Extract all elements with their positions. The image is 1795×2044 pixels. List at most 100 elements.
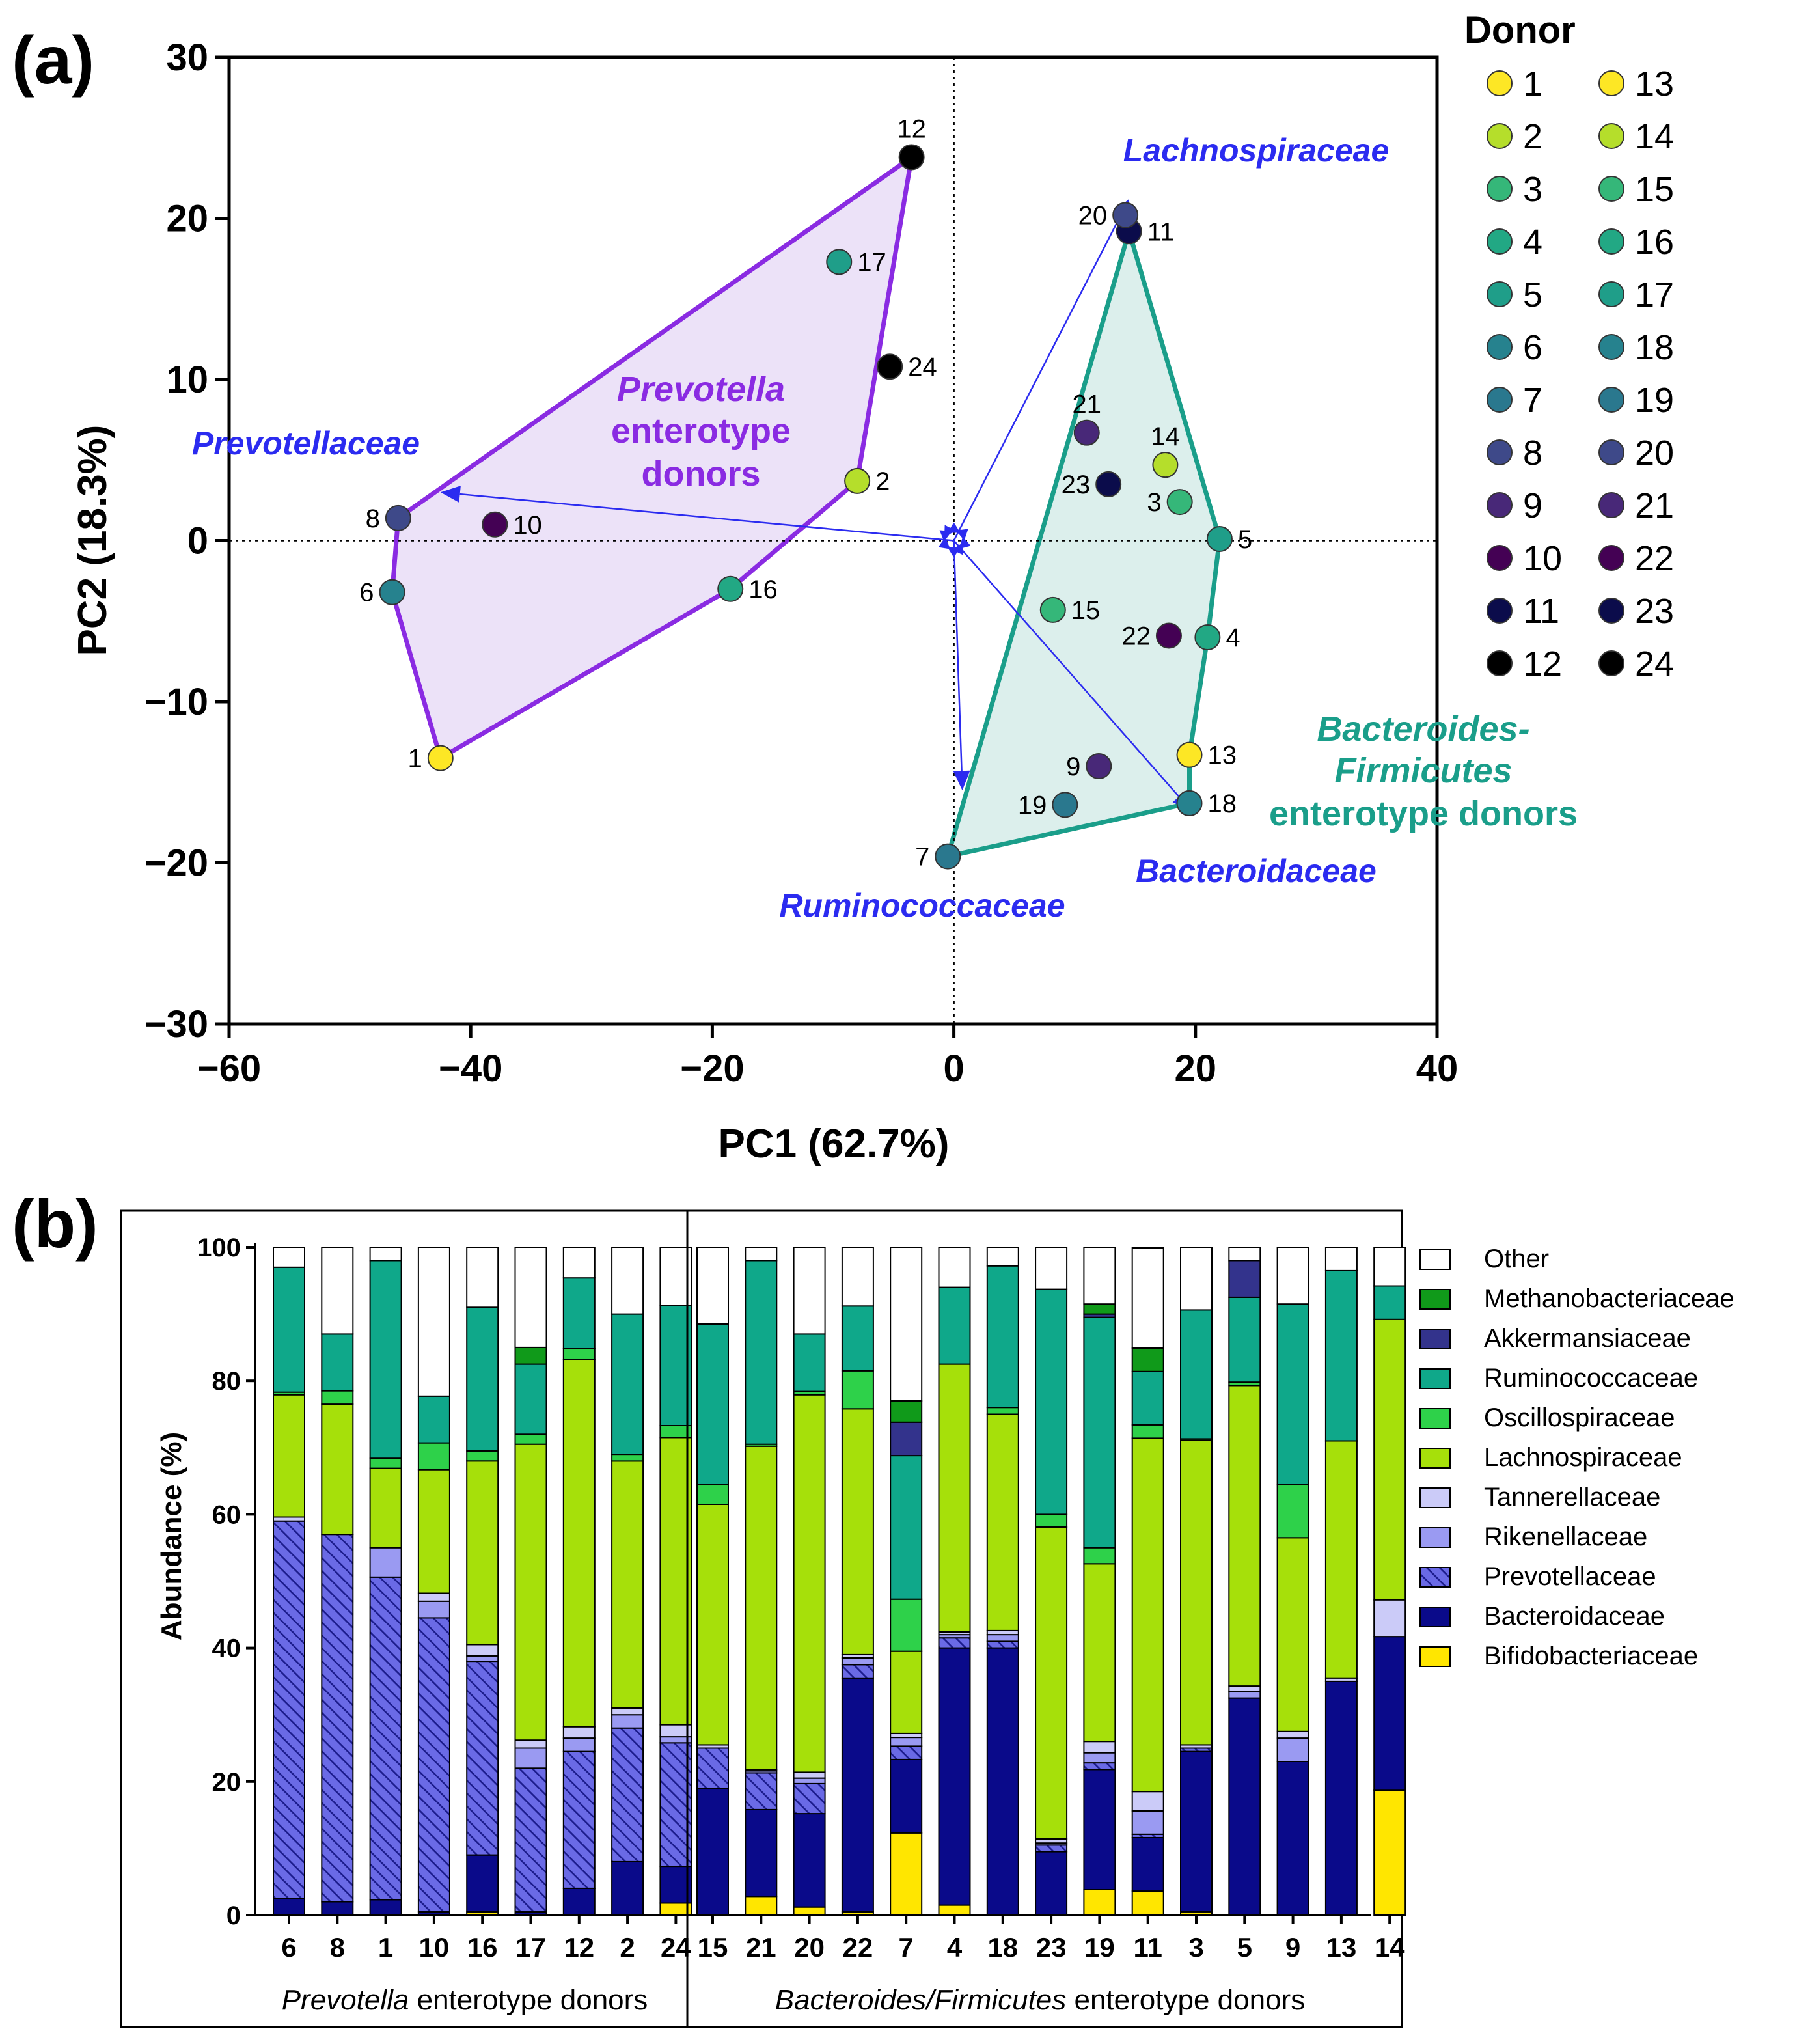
stacked-bar-chart: (b) 0 20 40 60 80 100 6 8 1 10 16 17 12 2 24 15 21 20 22 7 4…	[12, 1187, 1734, 2028]
bar-segment-bacteroidaceae	[1324, 1680, 1358, 1916]
bar-segment-other	[659, 1247, 692, 1306]
bar-segment-lachnospiraceae	[938, 1363, 971, 1633]
loading-arrow-bacteroidaceae	[953, 540, 1180, 797]
bar-segment-ruminococcaceae	[369, 1260, 402, 1459]
bar-segment-prevotellaceae	[841, 1664, 874, 1679]
bar-segment-bifidobacteriaceae	[938, 1904, 971, 1916]
donor-point-4	[1194, 624, 1221, 650]
legend-label-donor-21: 21	[1635, 486, 1674, 525]
bar-y-tick-label: 60	[212, 1500, 241, 1529]
bar-segment-lachnospiraceae	[696, 1504, 729, 1746]
bar-segment-ruminococcaceae	[1180, 1309, 1213, 1440]
bar-segment-bacteroidaceae	[1276, 1761, 1309, 1916]
bar-segment-prevotellaceae	[696, 1747, 729, 1789]
group-label-bacteroides-firmicutes: enterotype donors	[1269, 794, 1578, 833]
bar-segment-rikenellaceae	[611, 1714, 644, 1729]
bar-segment-oscillospiraceae	[514, 1433, 547, 1445]
bar-segment-lachnospiraceae	[611, 1460, 644, 1709]
bar-segment-methanobacteriaceae	[1083, 1303, 1116, 1315]
donor-point-label: 10	[513, 511, 542, 540]
bar-segment-oscillospiraceae	[369, 1457, 402, 1469]
bar-segment-prevotellaceae	[417, 1617, 450, 1913]
bar-segment-prevotellaceae	[514, 1767, 547, 1913]
donor-point-3	[1166, 489, 1193, 516]
bar-segment-lachnospiraceae	[417, 1469, 450, 1594]
bar-segment-prevotellaceae	[611, 1727, 644, 1862]
bar-segment-ruminococcaceae	[1131, 1370, 1164, 1426]
bar-segment-bifidobacteriaceae	[1131, 1890, 1164, 1916]
bar-segment-other	[745, 1247, 778, 1262]
bar-segment-bifidobacteriaceae	[745, 1896, 778, 1916]
bar-segment-lachnospiraceae	[659, 1437, 692, 1726]
bar-segment-ruminococcaceae	[466, 1306, 499, 1452]
bar-segment-bifidobacteriaceae	[890, 1832, 923, 1916]
legend-label-donor-24: 24	[1635, 644, 1674, 684]
bar-segment-ruminococcaceae	[562, 1277, 596, 1349]
donor-point-label: 11	[1147, 217, 1175, 246]
legend-label-donor-16: 16	[1635, 223, 1674, 262]
bar-segment-lachnospiraceae	[514, 1443, 547, 1741]
legend-label-other: Other	[1484, 1245, 1549, 1273]
legend-label-donor-9: 9	[1523, 486, 1542, 525]
bar-segment-bacteroidaceae	[273, 1898, 305, 1916]
group-label-prevotella: enterotype	[611, 411, 791, 450]
bar-segment-prevotellaceae	[793, 1782, 826, 1815]
donor-point-24	[877, 353, 903, 380]
bar-segment-oscillospiraceae	[417, 1442, 450, 1471]
bar-segment-oscillospiraceae	[890, 1598, 923, 1652]
legend-swatch-donor-20	[1598, 439, 1624, 465]
donor-point-label: 19	[1018, 791, 1047, 820]
bar-segment-lachnospiraceae	[1131, 1437, 1164, 1793]
bar-segment-other	[1228, 1247, 1261, 1262]
bar-category-label: 2	[620, 1932, 635, 1963]
legend-swatch-donor-14	[1598, 123, 1624, 149]
bar-segment-bacteroidaceae	[1373, 1636, 1406, 1791]
bar-segment-other	[369, 1247, 402, 1262]
x-tick-label: 20	[1175, 1047, 1217, 1090]
donor-point-1	[427, 745, 454, 771]
bar-segment-ruminococcaceae	[417, 1395, 450, 1444]
bar-segment-prevotellaceae	[1083, 1762, 1116, 1771]
bar-segment-bacteroidaceae	[321, 1901, 354, 1916]
bar-segment-ruminococcaceae	[1083, 1316, 1116, 1549]
legend-swatch-donor-15	[1598, 176, 1624, 202]
legend-label-donor-18: 18	[1635, 328, 1674, 367]
donor-point-16	[717, 575, 744, 602]
bar-segment-ruminococcaceae	[696, 1323, 729, 1485]
bar-segment-other	[1180, 1247, 1213, 1311]
bar-segment-other	[938, 1247, 971, 1288]
bar-segment-bacteroidaceae	[466, 1854, 499, 1913]
loading-label-prevotellaceae: Prevotellaceae	[192, 425, 420, 462]
bar-segment-other	[562, 1247, 596, 1279]
bar-category-label: 21	[746, 1932, 776, 1963]
bar-segment-rikenellaceae	[1083, 1752, 1116, 1764]
legend-swatch-donor-21	[1598, 492, 1624, 518]
bar-segment-other	[696, 1247, 729, 1325]
bar-segment-rikenellaceae	[841, 1657, 874, 1666]
legend-swatch-donor-6	[1487, 334, 1513, 360]
bar-segment-rikenellaceae	[369, 1547, 402, 1578]
donor-point-label: 21	[1073, 391, 1102, 419]
bar-segment-bacteroidaceae	[793, 1813, 826, 1908]
y-tick-label: −30	[144, 1003, 208, 1045]
legend-label-bacteroidaceae: Bacteroidaceae	[1484, 1602, 1665, 1631]
bar-segment-bacteroidaceae	[1083, 1769, 1116, 1891]
legend-label-donor-11: 11	[1523, 592, 1559, 631]
bar-segment-lachnospiraceae	[793, 1394, 826, 1773]
donor-point-21	[1073, 419, 1100, 446]
bar-segment-rikenellaceae	[562, 1737, 596, 1752]
bar-category-label: 19	[1084, 1932, 1115, 1963]
bar-category-label: 18	[987, 1932, 1018, 1963]
x-tick-label: 0	[943, 1047, 964, 1090]
bar-category-label: 20	[794, 1932, 825, 1963]
bar-stacks	[273, 1247, 1406, 1916]
donor-point-15	[1039, 596, 1066, 623]
pca-axes: −60 −40 −20 0 20 40 30 20 10 0 −10 −20 −30	[144, 36, 1459, 1090]
donor-point-label: 17	[857, 248, 886, 277]
loading-arrowhead	[440, 486, 461, 503]
loading-arrows: Lachnospiraceae Prevotellaceae Bacteroidac…	[192, 132, 1389, 924]
donor-point-label: 22	[1121, 622, 1151, 651]
bar-segment-methanobacteriaceae	[890, 1400, 923, 1423]
